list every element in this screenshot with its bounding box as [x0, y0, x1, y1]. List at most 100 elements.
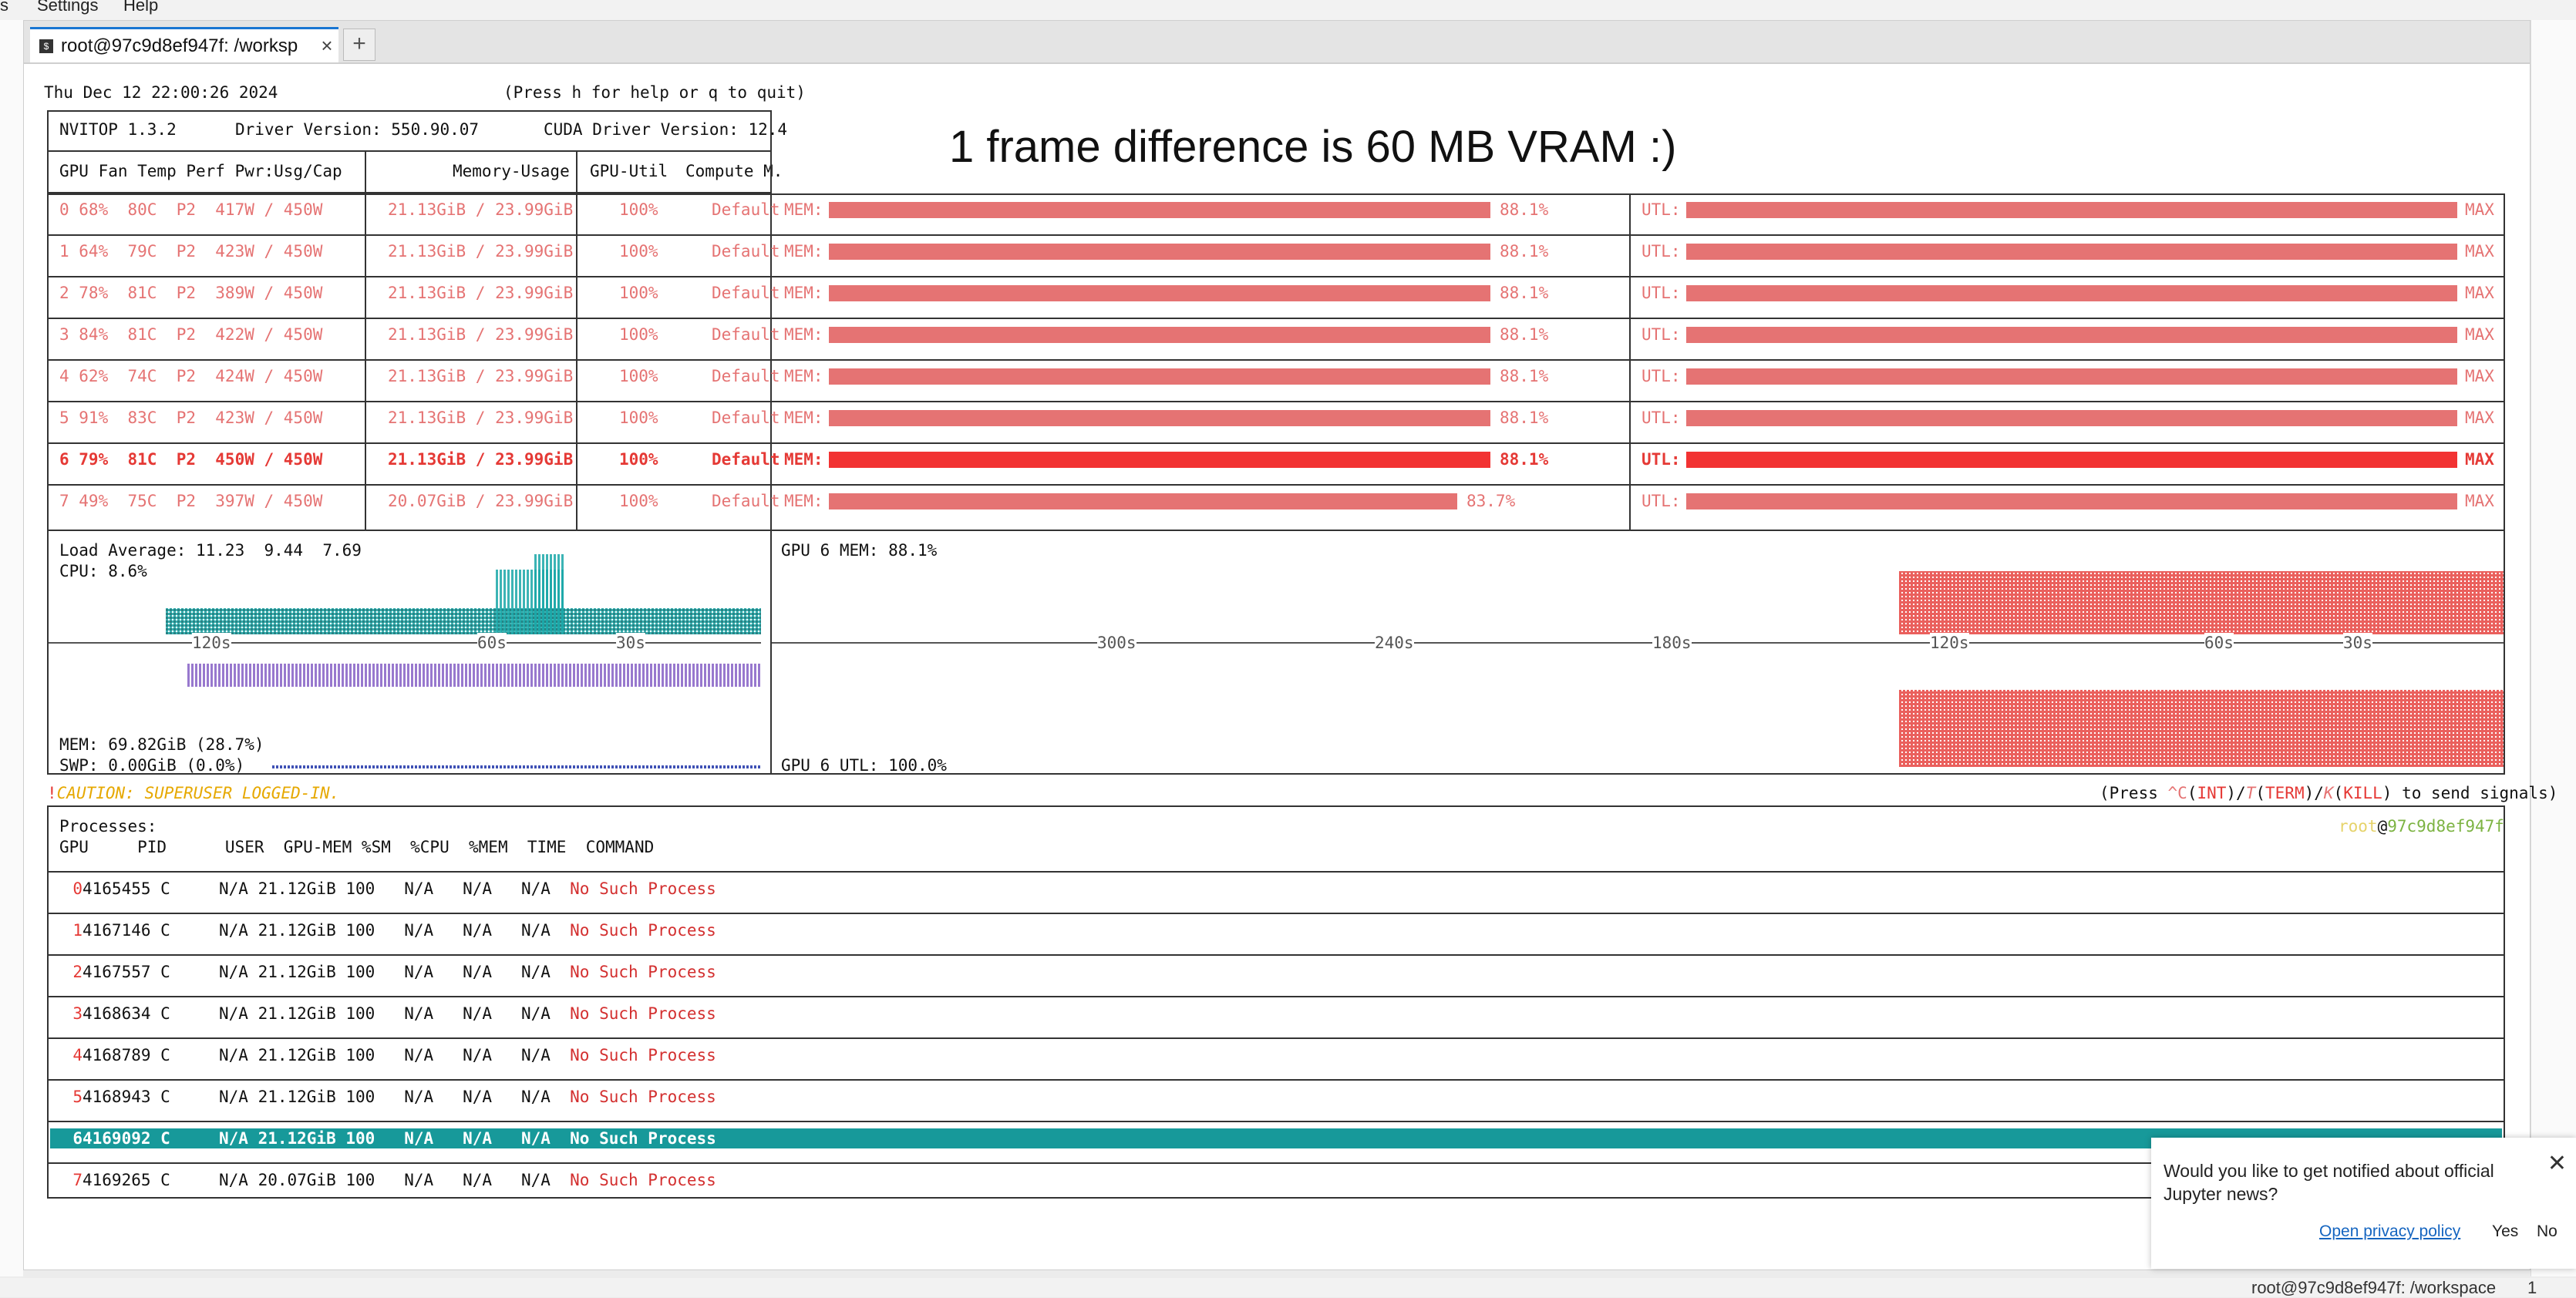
host-mem: MEM: 69.82GiB (28.7%)	[59, 735, 264, 754]
processes-title: Processes:	[59, 817, 157, 836]
status-count: 1	[2527, 1278, 2537, 1297]
mem-bar-label: MEM:	[784, 409, 823, 427]
menu-partial[interactable]: s	[0, 0, 8, 15]
mem-bar-label: MEM:	[784, 325, 823, 344]
mem-bar-label: MEM:	[784, 492, 823, 510]
terminal-content[interactable]: Thu Dec 12 22:00:26 2024 (Press h for he…	[41, 76, 2557, 1256]
new-tab-button[interactable]: +	[343, 29, 375, 61]
signal-key-t: T	[2245, 784, 2256, 802]
caution-bang: !	[47, 784, 57, 802]
row-divider	[47, 401, 2505, 402]
utl-usage-bar	[1686, 202, 2457, 218]
user-name: root	[2339, 817, 2378, 836]
process-details: 4167557 C N/A 21.12GiB 100 N/A N/A N/A	[82, 963, 571, 981]
process-gpu: 7	[72, 1171, 82, 1189]
process-gpu: 1	[72, 921, 82, 940]
process-row[interactable]: 34168634 C N/A 21.12GiB 100 N/A N/A N/A …	[59, 1004, 716, 1024]
gpu-utl-history-graph	[1899, 690, 2504, 767]
datetime: Thu Dec 12 22:00:26 2024	[44, 83, 278, 102]
host-swap: SWP: 0.00GiB (0.0%)	[59, 756, 245, 775]
gpu-info: 3 84% 81C P2 422W / 450W	[59, 325, 323, 344]
gpu-time-axis	[772, 642, 2504, 664]
gpu-compute-mode: Default	[712, 367, 780, 385]
process-row[interactable]: 24167557 C N/A 21.12GiB 100 N/A N/A N/A …	[59, 962, 716, 983]
utl-usage-bar	[1686, 452, 2457, 468]
divider	[576, 152, 577, 193]
signals-text: ) to send signals)	[2382, 784, 2558, 802]
mem-usage-bar	[829, 368, 1490, 385]
gpu-compute-mode: Default	[712, 325, 780, 344]
no-button[interactable]: No	[2537, 1222, 2557, 1240]
gpu6-utl-label: GPU 6 UTL: 100.0%	[781, 756, 947, 775]
row-divider	[47, 996, 2505, 997]
gpu-tick-180s: 180s	[1652, 633, 1692, 654]
utl-bar-label: UTL:	[1642, 409, 1681, 427]
gpu-compute-mode: Default	[712, 450, 780, 469]
col-mem: Memory-Usage	[453, 162, 570, 180]
utl-bar-label: UTL:	[1642, 450, 1681, 469]
privacy-policy-link[interactable]: Open privacy policy	[2319, 1222, 2461, 1240]
process-command: No Such Process	[570, 1171, 716, 1189]
close-icon[interactable]: ×	[321, 34, 333, 57]
signal-int: INT	[2197, 784, 2227, 802]
cuda-version: CUDA Driver Version: 12.4	[544, 120, 788, 139]
process-command: No Such Process	[570, 1129, 716, 1148]
close-icon[interactable]: ✕	[2547, 1151, 2567, 1176]
menu-settings[interactable]: Settings	[37, 0, 99, 15]
gpu-util: 100%	[619, 242, 658, 261]
gpu-util: 100%	[619, 409, 658, 427]
gpu-info: 2 78% 81C P2 389W / 450W	[59, 284, 323, 302]
terminal-tab[interactable]: $ root@97c9d8ef947f: /worksp ×	[30, 27, 338, 62]
gpu-compute-mode: Default	[712, 409, 780, 427]
gpu-info: 5 91% 83C P2 423W / 450W	[59, 409, 323, 427]
yes-button[interactable]: Yes	[2492, 1222, 2519, 1240]
process-gpu: 4	[72, 1046, 82, 1064]
signals-text: (	[2333, 784, 2344, 802]
row-divider	[47, 1121, 2505, 1122]
process-gpu: 5	[72, 1088, 82, 1106]
gpu-mem-history-graph	[1899, 571, 2504, 634]
utl-usage-bar	[1686, 285, 2457, 301]
mem-bar-percent: 88.1%	[1500, 242, 1549, 261]
row-divider	[47, 871, 2505, 873]
utl-bar-label: UTL:	[1642, 492, 1681, 510]
gpu-tick-30s: 30s	[2343, 633, 2372, 654]
utl-bar-max: MAX	[2465, 409, 2494, 427]
menubar: s Settings Help	[0, 0, 2576, 20]
status-bar: root@97c9d8ef947f: /workspace 1	[0, 1278, 2576, 1297]
divider	[47, 150, 772, 152]
process-row[interactable]: 14167146 C N/A 21.12GiB 100 N/A N/A N/A …	[59, 920, 716, 941]
gpu-util: 100%	[619, 450, 658, 469]
load-average: Load Average: 11.23 9.44 7.69	[59, 541, 362, 560]
gpu-tick-240s: 240s	[1375, 633, 1414, 654]
mem-bar-label: MEM:	[784, 367, 823, 385]
gpu-memory-usage: 21.13GiB / 23.99GiB	[388, 284, 574, 302]
process-gpu: 6	[72, 1129, 82, 1148]
process-row[interactable]: 44168789 C N/A 21.12GiB 100 N/A N/A N/A …	[59, 1045, 716, 1066]
mem-usage-bar	[829, 285, 1490, 301]
process-command: No Such Process	[570, 1004, 716, 1023]
cpu-spike-2	[534, 554, 565, 631]
gpu-compute-mode: Default	[712, 492, 780, 510]
utl-bar-label: UTL:	[1642, 325, 1681, 344]
row-divider	[47, 484, 2505, 486]
process-row[interactable]: 64169092 C N/A 21.12GiB 100 N/A N/A N/A …	[59, 1128, 716, 1149]
menu-help[interactable]: Help	[123, 0, 159, 15]
utl-usage-bar	[1686, 244, 2457, 260]
tab-bar: $ root@97c9d8ef947f: /worksp × +	[24, 21, 2530, 64]
annotation-text: 1 frame difference is 60 MB VRAM :)	[949, 122, 1677, 172]
row-divider	[47, 442, 2505, 444]
host-name: 97c9d8ef947f	[2387, 817, 2504, 836]
mem-bar-label: MEM:	[784, 284, 823, 302]
process-row[interactable]: 74169265 C N/A 20.07GiB 100 N/A N/A N/A …	[59, 1170, 716, 1191]
process-row[interactable]: 54168943 C N/A 21.12GiB 100 N/A N/A N/A …	[59, 1087, 716, 1108]
gpu-tick-60s: 60s	[2204, 633, 2234, 654]
row-divider	[47, 1079, 2505, 1081]
process-gpu: 2	[72, 963, 82, 981]
utl-bar-label: UTL:	[1642, 367, 1681, 385]
process-row[interactable]: 04165455 C N/A 21.12GiB 100 N/A N/A N/A …	[59, 879, 716, 900]
mem-usage-bar	[829, 202, 1490, 218]
gpu-memory-usage: 20.07GiB / 23.99GiB	[388, 492, 574, 510]
signal-key-c: ^C	[2167, 784, 2187, 802]
gpu-util: 100%	[619, 367, 658, 385]
